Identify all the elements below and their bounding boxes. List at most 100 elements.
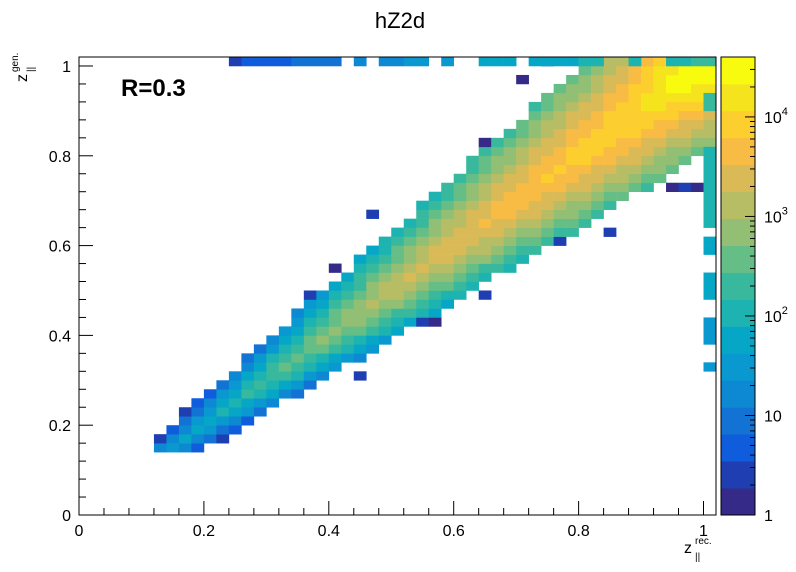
heatmap-cell — [166, 425, 180, 435]
heatmap-cell — [166, 434, 180, 444]
heatmap-cell — [541, 164, 554, 175]
heatmap-cell — [528, 128, 542, 139]
heatmap-cell — [441, 281, 455, 291]
heatmap-cell — [466, 263, 479, 273]
heatmap-cell — [678, 128, 692, 139]
heatmap-cell — [628, 74, 642, 85]
heatmap-cell — [691, 146, 704, 157]
heatmap-cell — [566, 101, 579, 112]
heatmap-cell — [566, 83, 579, 94]
heatmap-cell — [478, 57, 492, 67]
heatmap-cell — [653, 146, 667, 157]
heatmap-cell — [241, 389, 255, 399]
heatmap-cell — [278, 371, 292, 381]
heatmap-cell — [253, 353, 267, 363]
heatmap-cell — [691, 92, 704, 103]
heatmap-cell — [391, 308, 405, 318]
heatmap-cell — [691, 110, 704, 121]
heatmap-cell — [453, 272, 467, 282]
heatmap-cell — [566, 92, 579, 103]
heatmap-cell — [216, 380, 230, 390]
heatmap-cell — [466, 254, 479, 264]
heatmap-cell — [466, 191, 479, 201]
heatmap-cell — [578, 65, 592, 76]
y-axis-label-sup: gen. — [10, 53, 21, 72]
heatmap-cell — [578, 173, 592, 184]
heatmap-cell — [516, 119, 529, 130]
heatmap-cell — [266, 353, 280, 363]
heatmap-cell — [266, 380, 280, 390]
x-tick-label: 0.6 — [443, 523, 465, 540]
heatmap-cell — [691, 119, 704, 130]
heatmap-cell — [478, 200, 492, 210]
heatmap-cell — [441, 182, 455, 193]
palette-swatch — [721, 434, 755, 462]
heatmap-cell — [516, 209, 529, 219]
heatmap-cell — [441, 263, 455, 273]
heatmap-cell — [328, 308, 342, 318]
heatmap-cell — [653, 128, 667, 139]
heatmap-cell — [503, 227, 517, 237]
heatmap-cell — [516, 227, 529, 237]
heatmap-cell — [366, 290, 380, 300]
heatmap-cell — [341, 281, 355, 291]
heatmap-cell — [291, 353, 305, 363]
heatmap-cell — [616, 92, 629, 103]
heatmap-cell — [591, 182, 604, 193]
heatmap-cell — [278, 326, 292, 336]
heatmap-cell — [416, 317, 430, 327]
heatmap-cell — [403, 290, 417, 300]
heatmap-cell — [416, 227, 430, 237]
heatmap-cell — [703, 362, 717, 372]
heatmap-cell — [378, 290, 392, 300]
r-annotation: R=0.3 — [121, 75, 186, 102]
heatmap-cell — [353, 263, 367, 273]
x-axis: 0 0.2 0.4 0.6 0.8 1 — [75, 501, 708, 540]
palette-swatch — [721, 407, 755, 435]
heatmap-cell — [316, 371, 330, 381]
heatmap-cell — [703, 155, 717, 166]
heatmap-cell — [391, 281, 405, 291]
heatmap-cell — [353, 290, 367, 300]
heatmap-cell — [553, 155, 567, 166]
heatmap-cell — [628, 65, 642, 76]
heatmap-cell — [703, 119, 717, 130]
heatmap-cell — [253, 362, 267, 372]
heatmap-cell — [491, 218, 504, 228]
heatmap-cell — [553, 101, 567, 112]
heatmap-cell — [328, 57, 342, 67]
heatmap-cell — [191, 425, 205, 435]
heatmap-cell — [491, 236, 504, 246]
heatmap-cell — [453, 290, 467, 300]
y-tick-label: 0.6 — [49, 239, 71, 256]
heatmap-cell — [666, 164, 679, 175]
heatmap-cell — [478, 245, 492, 255]
heatmap-cell — [566, 200, 579, 210]
palette-tick-label: 102 — [764, 305, 788, 326]
chart-title: hZ2d — [375, 8, 425, 33]
heatmap-cell — [341, 299, 355, 309]
heatmap-cell — [516, 173, 529, 184]
heatmap-cell — [691, 128, 704, 139]
heatmap-cell — [603, 155, 617, 166]
heatmap-cell — [278, 335, 292, 345]
heatmap-cell — [453, 236, 467, 246]
heatmap-cell — [578, 83, 592, 94]
heatmap-cell — [666, 146, 679, 157]
heatmap-cell — [653, 57, 667, 67]
heatmap-cell — [278, 57, 292, 67]
heatmap-cell — [378, 281, 392, 291]
heatmap-cell — [291, 308, 305, 318]
heatmap-cell — [341, 317, 355, 327]
heatmap-cell — [203, 398, 217, 408]
heatmap-cell — [303, 299, 317, 309]
palette-tick-label: 10 — [764, 408, 782, 425]
heatmap-cell — [503, 218, 517, 228]
heatmap-cell — [428, 200, 442, 210]
heatmap-cell — [528, 209, 542, 219]
heatmap-cell — [553, 57, 567, 67]
heatmap-cell — [491, 245, 504, 255]
heatmap-cell — [653, 173, 667, 184]
heatmap-cell — [203, 434, 217, 444]
heatmap-cell — [666, 137, 679, 148]
